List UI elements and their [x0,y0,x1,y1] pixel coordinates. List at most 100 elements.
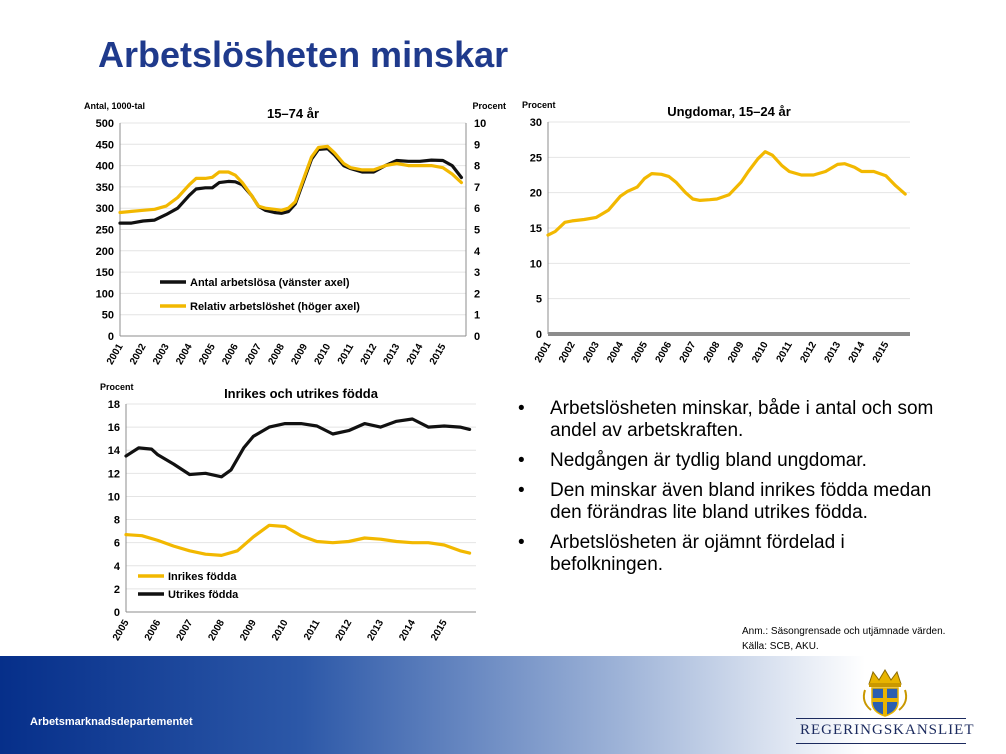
x-tick-label: 2002 [557,340,578,365]
series-line [124,417,472,479]
y-right-tick-label: 9 [474,139,480,151]
x-tick-label: 2006 [143,618,164,643]
bullet-item: • Den minskar även bland inrikes födda me… [518,480,932,523]
source-note: Anm.: Säsongrensade och utjämnade värden… [742,624,945,654]
legend-label: Inrikes födda [168,571,237,583]
y-tick-label: 100 [96,288,114,300]
y-tick-label: 15 [530,223,542,235]
y-right-tick-label: 0 [474,331,480,343]
y-tick-label: 6 [114,538,120,550]
logo-frame [796,718,966,744]
y-right-tick-label: 1 [474,310,480,322]
y-tick-label: 30 [530,117,542,129]
x-tick-label: 2014 [405,342,426,367]
slide-title: Arbetslösheten minskar [98,34,509,75]
x-tick-label: 2015 [871,340,892,365]
y-tick-label: 4 [114,561,121,573]
bullet-dot-icon: • [518,480,525,501]
crown-crest-icon [862,669,908,717]
x-tick-label: 2011 [775,340,796,365]
x-tick-label: 2012 [798,340,819,365]
y-tick-label: 25 [530,152,542,164]
x-tick-label: 2008 [206,618,227,643]
y-tick-label: 500 [96,118,114,130]
series-line [124,523,472,557]
series-line [546,150,907,237]
x-tick-label: 2002 [128,342,149,367]
y-tick-label: 14 [108,445,121,457]
x-tick-label: 2009 [289,342,310,367]
x-tick-label: 2010 [313,342,334,367]
x-tick-label: 2011 [336,342,357,367]
x-tick-label: 2001 [105,342,126,367]
x-tick-label: 2006 [220,342,241,367]
x-tick-label: 2005 [197,342,218,367]
y-axis-label-right: Procent [472,101,506,111]
bullet-item: • Arbetslösheten är ojämnt fördelad i bef… [518,532,845,575]
chart-title: Inrikes och utrikes födda [224,386,379,401]
x-tick-label: 2012 [359,342,380,367]
y-tick-label: 10 [108,491,120,503]
x-tick-label: 2013 [365,618,386,643]
x-tick-label: 2007 [678,340,699,365]
y-tick-label: 18 [108,399,120,411]
footer-department: Arbetsmarknadsdepartementet [30,716,193,728]
bullet-dot-icon: • [518,532,525,553]
legend-label: Relativ arbetslöshet (höger axel) [190,301,360,313]
y-right-tick-label: 3 [474,267,480,279]
chart-inrikes-utrikes: Inrikes och utrikes födda 0 2 4 6 8 10 12 14 16 18… [100,382,476,643]
legend-label: Antal arbetslösa (vänster axel) [190,277,350,289]
y-tick-label: 2 [114,584,120,596]
x-tick-label: 2001 [533,340,554,365]
y-right-tick-label: 7 [474,182,480,194]
x-tick-label: 2014 [397,618,418,643]
y-axis-label: Procent [100,382,134,392]
y-tick-label: 8 [114,515,120,527]
y-right-tick-label: 8 [474,161,480,173]
chart-ungdomar: Ungdomar, 15–24 år 0 5 10 15 20 25 30 Procent 200… [522,100,910,365]
bullet-dot-icon: • [518,398,525,419]
chart-15-74: 15–74 år 0 50 100 150 200 250 300 350 400 450 500 0 1… [84,101,506,367]
y-axis-label-left: Antal, 1000-tal [84,101,145,111]
chart-title: Ungdomar, 15–24 år [667,104,791,119]
y-right-tick-label: 5 [474,225,480,237]
y-tick-label: 20 [530,188,542,200]
footer-band [0,656,1006,754]
y-tick-label: 250 [96,225,114,237]
x-tick-label: 2015 [429,618,450,643]
x-tick-label: 2014 [847,340,868,365]
x-tick-label: 2010 [270,618,291,643]
x-tick-label: 2003 [581,340,602,365]
bullet-dot-icon: • [518,450,525,471]
y-right-tick-label: 2 [474,288,480,300]
x-tick-label: 2005 [111,618,132,643]
series-line [118,146,463,225]
x-tick-label: 2004 [174,342,195,367]
series-line [118,144,463,215]
x-tick-label: 2008 [702,340,723,365]
bullet-item: • Nedgången är tydlig bland ungdomar. [518,450,867,471]
x-tick-label: 2007 [243,342,264,367]
y-tick-label: 16 [108,422,120,434]
y-tick-label: 350 [96,182,114,194]
x-tick-label: 2004 [605,340,626,365]
x-tick-label: 2013 [382,342,403,367]
y-tick-label: 0 [108,331,114,343]
x-tick-label: 2005 [629,340,650,365]
legend-label: Utrikes födda [168,589,239,601]
y-tick-label: 12 [108,468,120,480]
x-tick-label: 2007 [175,618,196,643]
bullet-item: • Arbetslösheten minskar, både i antal oc… [518,398,934,441]
y-right-tick-label: 6 [474,203,480,215]
x-tick-label: 2009 [238,618,259,643]
x-tick-label: 2015 [428,342,449,367]
y-tick-label: 150 [96,267,114,279]
y-tick-label: 50 [102,310,114,322]
x-tick-label: 2013 [823,340,844,365]
y-tick-label: 400 [96,161,114,173]
chart-title: 15–74 år [267,106,319,121]
y-tick-label: 200 [96,246,114,258]
y-tick-label: 5 [536,294,542,306]
y-tick-label: 0 [114,607,120,619]
y-tick-label: 450 [96,139,114,151]
